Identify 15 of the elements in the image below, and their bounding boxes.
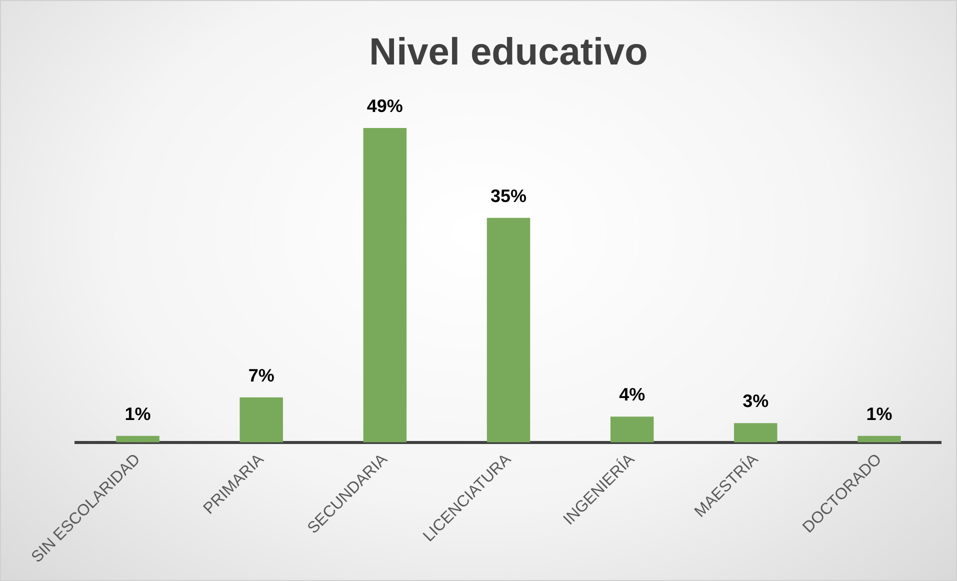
data-label: 1% — [866, 404, 892, 424]
data-label: 7% — [248, 365, 274, 386]
data-label: 49% — [366, 96, 403, 116]
bar — [486, 218, 530, 442]
bar — [240, 397, 283, 442]
bar — [858, 436, 901, 442]
bar — [734, 423, 778, 442]
bar — [610, 416, 654, 442]
bar — [363, 128, 407, 442]
chart-title: Nivel educativo — [369, 31, 648, 74]
data-label: 3% — [742, 391, 769, 412]
bar — [116, 436, 160, 442]
data-label: 35% — [490, 186, 527, 206]
data-label: 4% — [619, 384, 646, 405]
data-label: 1% — [124, 404, 151, 424]
